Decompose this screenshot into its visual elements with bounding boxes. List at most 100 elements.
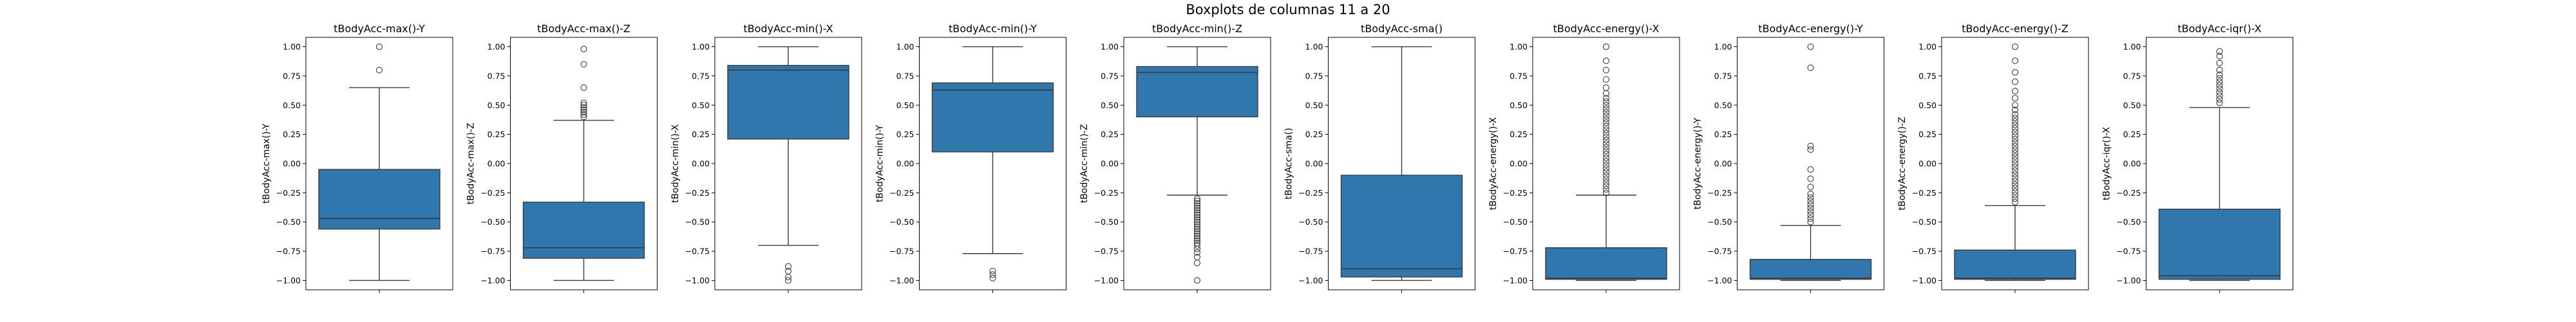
outlier-point — [1602, 165, 1610, 172]
y-tick-label: 0.75 — [2123, 71, 2141, 80]
y-tick-label: 0.50 — [283, 100, 301, 110]
y-tick-label: 0.75 — [1101, 71, 1119, 80]
outlier-point — [1193, 216, 1201, 223]
iqr-box — [1136, 66, 1258, 118]
outlier-point — [580, 104, 587, 111]
outlier-point — [1193, 211, 1201, 218]
y-tick-label: −1.00 — [1707, 276, 1732, 285]
outlier-point — [1193, 209, 1201, 216]
outlier-point — [1193, 221, 1201, 228]
y-tick-label: −0.50 — [1912, 217, 1937, 227]
outlier-point — [1193, 207, 1201, 214]
y-tick-label: 0.75 — [1305, 71, 1323, 80]
outlier-point — [1602, 84, 1610, 91]
outlier-point — [2011, 125, 2019, 132]
subplot-7: tBodyAcc-energy()-X tBodyAcc-energy()-X 1.… — [1488, 23, 1680, 293]
y-tick-label: −0.25 — [1094, 188, 1119, 198]
y-tick-label: 1.00 — [1510, 42, 1528, 52]
y-tick-label: 1.00 — [1305, 42, 1323, 52]
subplot-4: tBodyAcc-min()-Y tBodyAcc-min()-Y 1.00 0.75… — [875, 23, 1066, 293]
iqr-box — [931, 82, 1054, 153]
subplot-title: tBodyAcc-iqr()-X — [2177, 23, 2261, 35]
y-tick-label: 0.25 — [2123, 129, 2141, 139]
subplot-title: tBodyAcc-energy()-Z — [1962, 23, 2069, 35]
outlier-point — [1807, 215, 1814, 222]
iqr-box — [522, 202, 645, 259]
outlier-point — [784, 273, 792, 281]
y-axis-label: tBodyAcc-min()-Z — [1079, 124, 1090, 204]
outlier-point — [989, 271, 996, 278]
y-tick-label: 0.25 — [1305, 129, 1323, 139]
subplot-title: tBodyAcc-min()-Z — [1152, 23, 1242, 35]
outlier-point — [1193, 195, 1201, 202]
outlier-point — [1602, 133, 1610, 140]
y-tick-label: −0.25 — [1707, 188, 1732, 198]
y-tick-label: −0.75 — [276, 247, 301, 256]
outlier-point — [1807, 166, 1814, 173]
outlier-point — [2216, 82, 2223, 89]
outlier-point — [2011, 185, 2019, 192]
y-tick-label: −0.25 — [2116, 188, 2141, 198]
y-tick-label: −0.25 — [889, 188, 914, 198]
y-tick-label: 0.75 — [1510, 71, 1528, 80]
outlier-point — [1807, 142, 1814, 149]
outlier-point — [1807, 208, 1814, 215]
y-tick-label: 1.00 — [1918, 42, 1937, 52]
outlier-point — [1602, 168, 1610, 175]
outlier-point — [2011, 57, 2019, 64]
outlier-point — [1602, 57, 1610, 64]
outlier-point — [1807, 64, 1814, 71]
outlier-point — [2216, 85, 2223, 92]
outlier-point — [1193, 242, 1201, 249]
outlier-point — [2011, 149, 2019, 156]
y-tick-label: −0.75 — [889, 247, 914, 256]
subplot-1: tBodyAcc-max()-Y tBodyAcc-max()-Y 1.00 0.75… — [261, 23, 453, 293]
y-tick-label: 0.00 — [1510, 159, 1528, 169]
subplot-title: tBodyAcc-energy()-X — [1553, 23, 1660, 35]
outlier-point — [1193, 260, 1201, 267]
y-tick-label: −0.50 — [276, 217, 301, 227]
outlier-point — [1602, 140, 1610, 147]
outlier-point — [1602, 109, 1610, 116]
outlier-point — [1193, 200, 1201, 207]
y-tick-label: −1.00 — [685, 276, 710, 285]
outlier-point — [1193, 230, 1201, 237]
iqr-box — [2158, 209, 2281, 280]
subplot-title: tBodyAcc-energy()-Y — [1758, 23, 1863, 35]
outlier-point — [2011, 132, 2019, 139]
outlier-point — [1807, 194, 1814, 201]
outlier-point — [1193, 204, 1201, 212]
outlier-point — [580, 61, 587, 68]
figure-title: Boxplots de columnas 11 a 20 — [1186, 2, 1390, 17]
y-tick-label: 0.50 — [1305, 100, 1323, 110]
y-tick-label: 0.00 — [488, 159, 506, 169]
y-tick-label: −0.50 — [1503, 217, 1528, 227]
outlier-point — [1602, 119, 1610, 126]
outlier-point — [1602, 122, 1610, 129]
outlier-point — [2011, 111, 2019, 118]
y-axis-label: tBodyAcc-sma() — [1284, 128, 1294, 199]
outlier-point — [1193, 218, 1201, 225]
y-tick-label: −0.25 — [276, 188, 301, 198]
outlier-point — [1602, 98, 1610, 105]
outlier-point — [1602, 185, 1610, 193]
outlier-point — [1602, 151, 1610, 158]
outlier-point — [375, 43, 383, 50]
y-tick-label: 1.00 — [1714, 42, 1732, 52]
outlier-point — [989, 267, 996, 275]
y-tick-label: −0.25 — [685, 188, 710, 198]
subplot-grid: tBodyAcc-max()-Y tBodyAcc-max()-Y 1.00 0.75… — [261, 23, 2293, 293]
y-tick-label: −0.75 — [480, 247, 505, 256]
outlier-point — [2011, 164, 2019, 171]
outlier-point — [1602, 112, 1610, 119]
outlier-point — [1193, 249, 1201, 256]
outlier-point — [784, 263, 792, 270]
y-tick-label: 0.00 — [1305, 159, 1323, 169]
y-axis-label: tBodyAcc-iqr()-X — [2102, 127, 2112, 200]
y-tick-label: 1.00 — [692, 42, 710, 52]
outlier-point — [2216, 71, 2223, 79]
y-tick-label: 0.25 — [1101, 129, 1119, 139]
y-tick-label: 0.25 — [1714, 129, 1732, 139]
outlier-point — [1807, 146, 1814, 153]
y-tick-label: 0.25 — [1918, 129, 1937, 139]
